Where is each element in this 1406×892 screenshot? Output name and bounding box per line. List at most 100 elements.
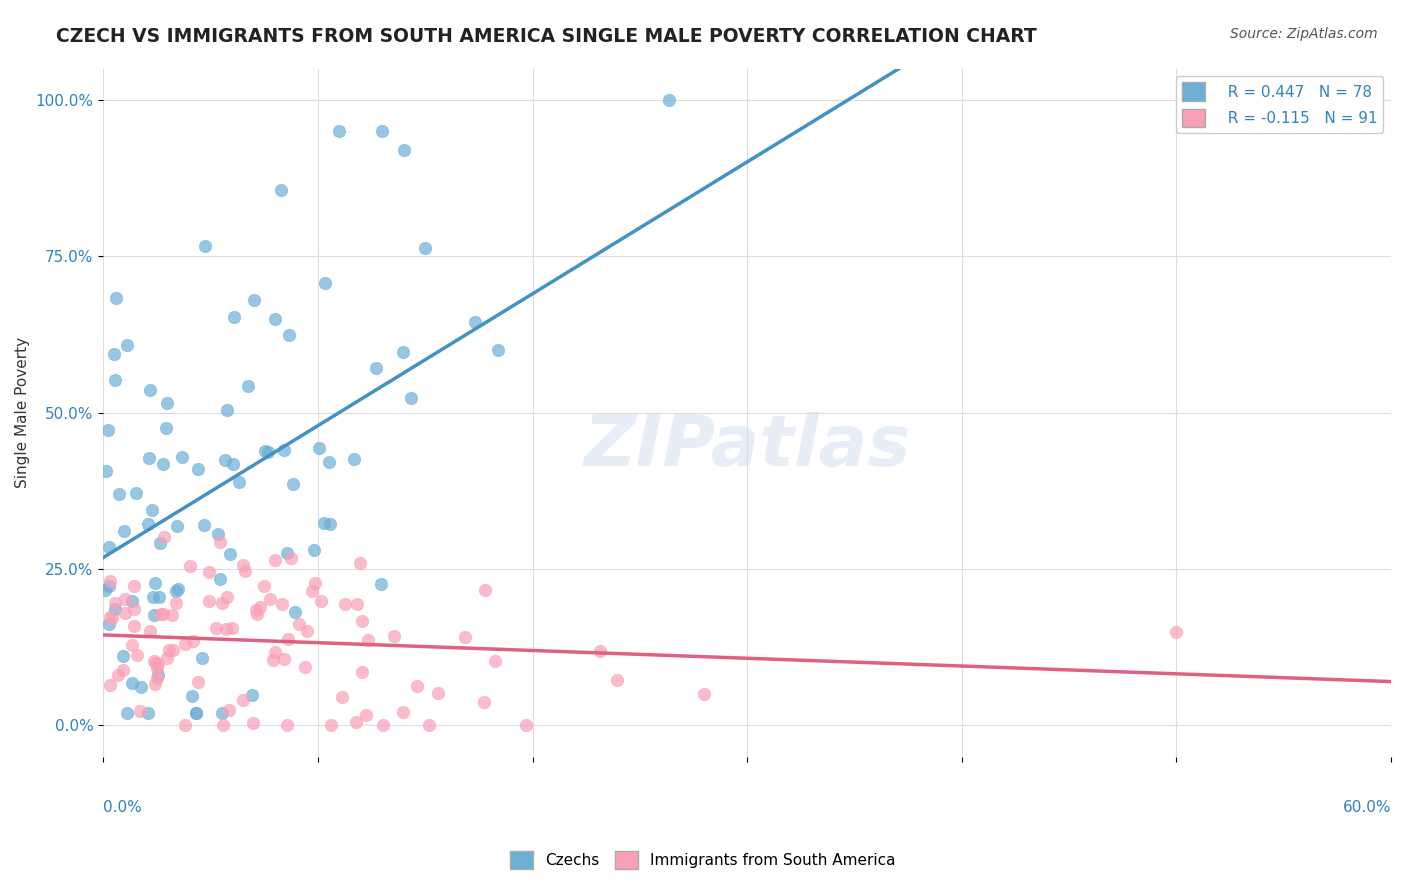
Point	[152, 458, 174, 472]
Point	[156, 650, 179, 665]
Point	[143, 676, 166, 690]
Point	[207, 526, 229, 541]
Point	[142, 654, 165, 668]
Point	[143, 575, 166, 590]
Point	[198, 565, 221, 579]
Point	[141, 502, 163, 516]
Point	[284, 605, 307, 619]
Point	[342, 452, 364, 467]
Point	[174, 637, 197, 651]
Point	[221, 457, 243, 471]
Point	[273, 652, 295, 666]
Point	[474, 582, 496, 597]
Point	[98, 574, 121, 589]
Point	[208, 535, 231, 549]
Point	[146, 672, 169, 686]
Point	[114, 607, 136, 621]
Point	[222, 310, 245, 324]
Point	[382, 629, 405, 643]
Point	[319, 516, 342, 531]
Point	[401, 391, 423, 405]
Point	[658, 93, 681, 107]
Point	[354, 708, 377, 723]
Point	[333, 597, 356, 611]
Point	[270, 597, 292, 611]
Point	[349, 557, 371, 571]
Point	[352, 615, 374, 629]
Point	[240, 689, 263, 703]
Point	[232, 558, 254, 573]
Point	[242, 716, 264, 731]
Point	[236, 379, 259, 393]
Point	[232, 693, 254, 707]
Point	[357, 633, 380, 648]
Point	[98, 609, 121, 624]
Point	[277, 327, 299, 342]
Point	[104, 596, 127, 610]
Point	[145, 656, 167, 670]
Point	[371, 718, 394, 732]
Point	[219, 547, 242, 561]
Point	[111, 663, 134, 677]
Point	[319, 718, 342, 732]
Point	[589, 643, 612, 657]
Point	[330, 690, 353, 704]
Point	[115, 706, 138, 720]
Point	[111, 648, 134, 663]
Point	[125, 485, 148, 500]
Point	[94, 464, 117, 478]
Point	[107, 668, 129, 682]
Point	[184, 706, 207, 720]
Point	[146, 667, 169, 681]
Point	[181, 689, 204, 703]
Point	[112, 524, 135, 539]
Point	[259, 592, 281, 607]
Point	[262, 652, 284, 666]
Point	[124, 602, 146, 616]
Point	[263, 645, 285, 659]
Point	[242, 293, 264, 307]
Point	[146, 661, 169, 675]
Point	[283, 476, 305, 491]
Point	[166, 519, 188, 533]
Point	[1166, 624, 1188, 639]
Point	[194, 239, 217, 253]
Point	[344, 715, 367, 730]
Point	[139, 384, 162, 398]
Point	[312, 516, 335, 530]
Point	[162, 643, 184, 657]
Point	[246, 607, 269, 622]
Point	[218, 703, 240, 717]
Point	[121, 593, 143, 607]
Text: 0.0%: 0.0%	[103, 799, 142, 814]
Point	[98, 678, 121, 692]
Point	[103, 346, 125, 360]
Point	[245, 603, 267, 617]
Point	[198, 594, 221, 608]
Point	[263, 553, 285, 567]
Point	[183, 634, 205, 648]
Point	[366, 360, 388, 375]
Point	[297, 624, 319, 638]
Point	[350, 665, 373, 679]
Point	[149, 607, 172, 621]
Point	[406, 679, 429, 693]
Point	[138, 451, 160, 466]
Point	[165, 583, 187, 598]
Point	[205, 621, 228, 635]
Point	[302, 542, 325, 557]
Point	[108, 487, 131, 501]
Point	[114, 592, 136, 607]
Legend:   R = 0.447   N = 78,   R = -0.115   N = 91: R = 0.447 N = 78, R = -0.115 N = 91	[1177, 76, 1384, 133]
Point	[370, 577, 392, 591]
Point	[136, 706, 159, 720]
Point	[121, 639, 143, 653]
Point	[160, 607, 183, 622]
Point	[454, 630, 477, 644]
Point	[221, 621, 243, 635]
Point	[94, 583, 117, 598]
Point	[129, 704, 152, 718]
Point	[484, 654, 506, 668]
Point	[472, 695, 495, 709]
Text: Source: ZipAtlas.com: Source: ZipAtlas.com	[1230, 27, 1378, 41]
